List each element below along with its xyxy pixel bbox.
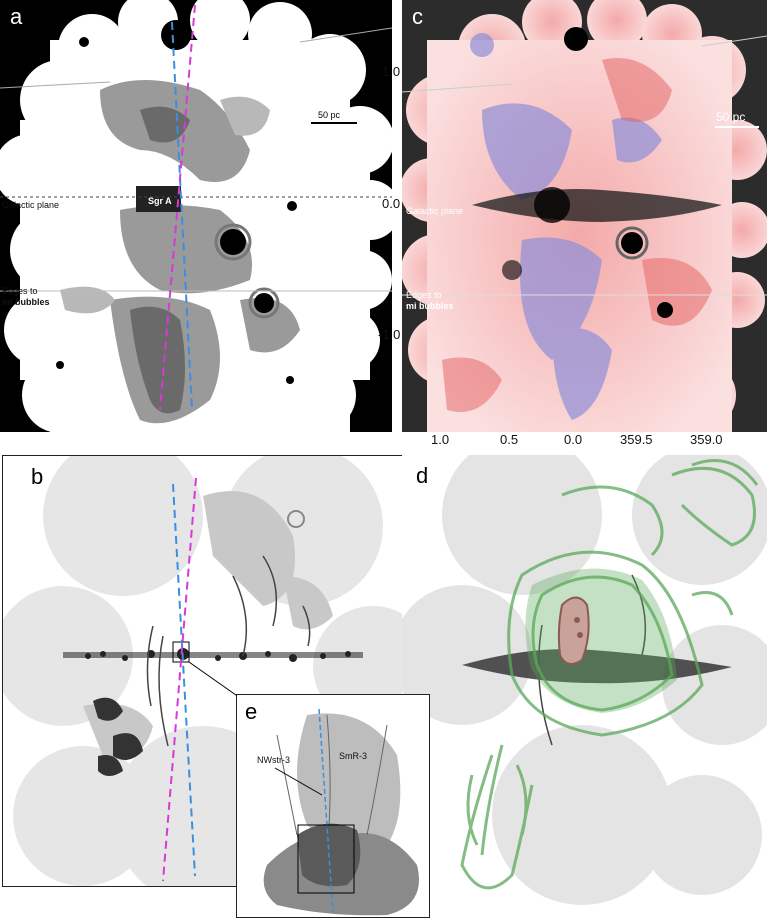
sgr-a-label: Sgr A <box>148 196 172 206</box>
panel-b-label: b <box>31 464 44 489</box>
panel-d-label: d <box>416 463 429 488</box>
scale-bar-label-c: 50 pc <box>716 110 746 124</box>
galactic-plane-label: Galactic plane <box>2 200 60 210</box>
c-x-tick-4: 359.5 <box>620 432 653 447</box>
panel-c-label: c <box>412 4 423 29</box>
nwstr3-label: NWstr-3 <box>257 755 290 765</box>
c-y-tick-2: 0.0 <box>382 196 401 211</box>
panel-c: c Galactic plane Edges to mi bubbles 50 … <box>402 0 767 432</box>
edges-label-c-line1: Edges to <box>406 290 442 300</box>
panel-a: a Sgr A Galactic plane Edges to mi bubbl… <box>0 0 392 432</box>
panel-e-label: e <box>245 699 258 724</box>
panel-a-label: a <box>10 4 23 29</box>
panel-b-image <box>3 456 430 886</box>
c-x-tick-3: 0.0 <box>564 432 583 447</box>
panel-e-image <box>263 708 419 916</box>
c-x-tick-1: 1.0 <box>431 432 450 447</box>
c-y-tick-1: 1.0 <box>382 64 401 79</box>
panel-d: d <box>402 455 767 915</box>
edges-label-line2: mi bubbles <box>2 297 50 307</box>
panel-c-image <box>402 0 767 432</box>
panel-a-image <box>0 0 392 432</box>
scale-bar-label: 50 pc <box>318 110 341 120</box>
c-y-tick-3: -1.0 <box>378 327 401 342</box>
edges-label-c-line2: mi bubbles <box>406 301 454 311</box>
smr3-label: SmR-3 <box>339 751 368 761</box>
galactic-plane-label-c: Galactic plane <box>406 206 464 216</box>
c-x-tick-5: 359.0 <box>690 432 723 447</box>
edges-label-line1: Edges to <box>2 286 38 296</box>
panel-d-image <box>402 455 767 905</box>
panel-e: e SmR-3 NWstr-3 <box>236 694 430 918</box>
c-x-tick-2: 0.5 <box>500 432 519 447</box>
